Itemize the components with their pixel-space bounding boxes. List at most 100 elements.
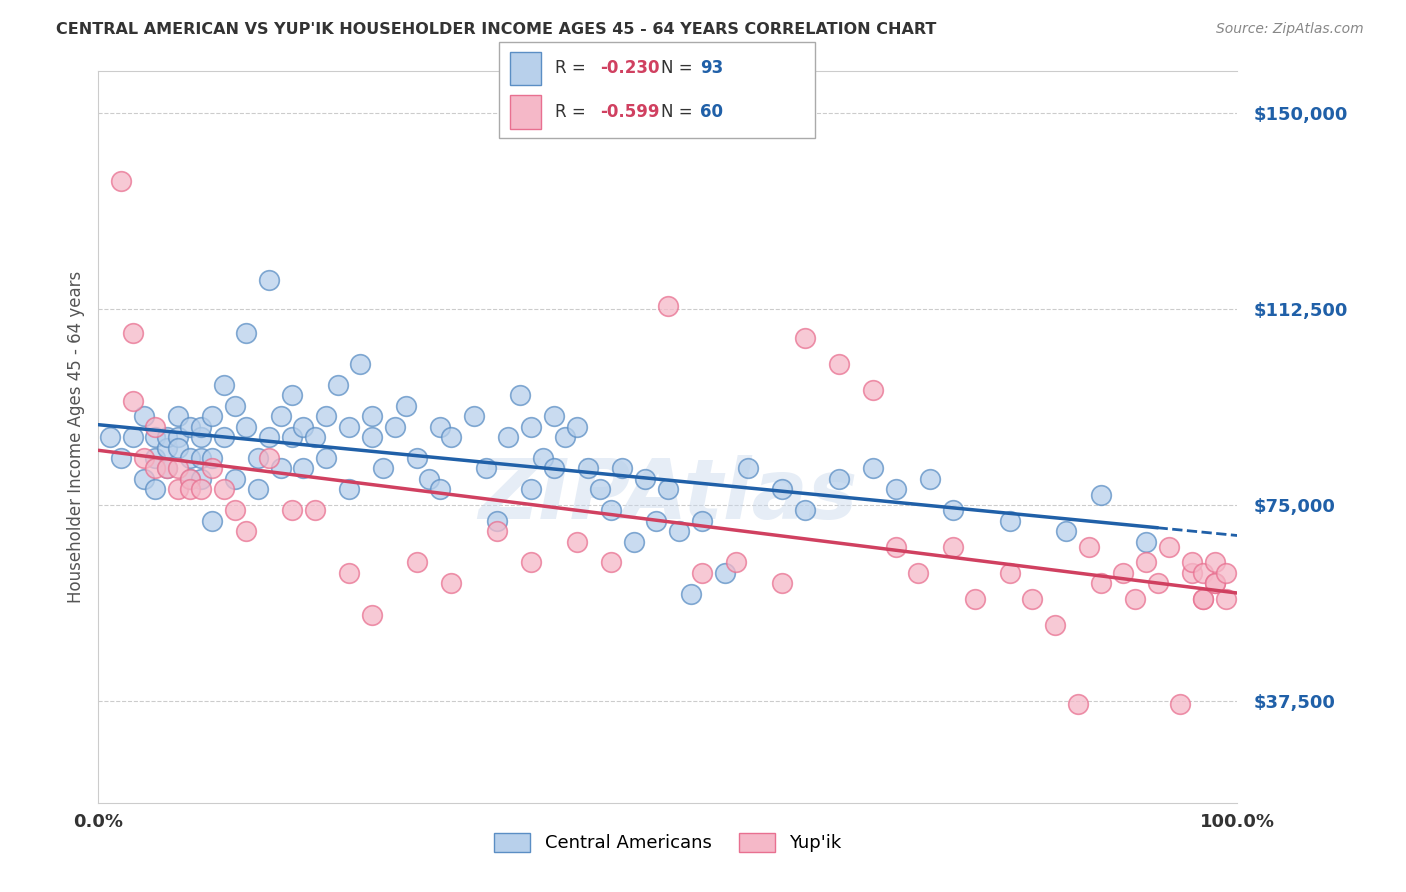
Point bbox=[360, 430, 382, 444]
Point bbox=[270, 461, 292, 475]
Point bbox=[690, 566, 713, 580]
Point bbox=[337, 419, 360, 434]
Point bbox=[690, 514, 713, 528]
Point bbox=[246, 483, 269, 497]
Text: 60: 60 bbox=[700, 103, 723, 120]
Point bbox=[212, 377, 235, 392]
Text: ZIPAtlas: ZIPAtlas bbox=[478, 455, 858, 536]
Point bbox=[520, 556, 543, 570]
Point bbox=[190, 450, 212, 465]
Point bbox=[281, 503, 304, 517]
Point bbox=[612, 461, 634, 475]
Point bbox=[531, 450, 554, 465]
Point bbox=[440, 430, 463, 444]
Point bbox=[371, 461, 394, 475]
Point bbox=[907, 566, 929, 580]
Point bbox=[828, 357, 851, 371]
Point bbox=[246, 450, 269, 465]
Point bbox=[1090, 576, 1112, 591]
Point bbox=[337, 483, 360, 497]
Point bbox=[145, 419, 167, 434]
Point bbox=[406, 556, 429, 570]
Point bbox=[281, 430, 304, 444]
Point bbox=[304, 430, 326, 444]
Point bbox=[281, 388, 304, 402]
Point bbox=[224, 399, 246, 413]
Point bbox=[156, 441, 179, 455]
Point bbox=[770, 483, 793, 497]
Text: 93: 93 bbox=[700, 60, 724, 78]
Point bbox=[657, 483, 679, 497]
Point bbox=[270, 409, 292, 424]
Point bbox=[1181, 556, 1204, 570]
Point bbox=[315, 450, 337, 465]
Point bbox=[304, 503, 326, 517]
Text: Source: ZipAtlas.com: Source: ZipAtlas.com bbox=[1216, 22, 1364, 37]
Point bbox=[292, 419, 315, 434]
Point bbox=[998, 566, 1021, 580]
Point bbox=[770, 576, 793, 591]
Point bbox=[145, 483, 167, 497]
Text: R =: R = bbox=[555, 103, 592, 120]
Point bbox=[167, 483, 190, 497]
Point bbox=[259, 430, 281, 444]
Point bbox=[326, 377, 349, 392]
Point bbox=[862, 461, 884, 475]
Point bbox=[418, 472, 440, 486]
Point bbox=[998, 514, 1021, 528]
Point bbox=[565, 534, 588, 549]
Point bbox=[201, 514, 224, 528]
Point bbox=[121, 430, 143, 444]
Point bbox=[576, 461, 599, 475]
Point bbox=[132, 450, 155, 465]
Point bbox=[337, 566, 360, 580]
Point bbox=[406, 450, 429, 465]
Point bbox=[645, 514, 668, 528]
Point bbox=[167, 441, 190, 455]
Point bbox=[98, 430, 121, 444]
Point bbox=[942, 540, 965, 554]
Point bbox=[543, 461, 565, 475]
Point bbox=[600, 556, 623, 570]
Point bbox=[565, 419, 588, 434]
Point bbox=[1067, 697, 1090, 711]
Point bbox=[1135, 534, 1157, 549]
Point bbox=[110, 450, 132, 465]
Point bbox=[737, 461, 759, 475]
Point bbox=[1043, 618, 1066, 632]
Point bbox=[1146, 576, 1168, 591]
Point bbox=[623, 534, 645, 549]
Point bbox=[235, 326, 257, 340]
Point bbox=[212, 483, 235, 497]
Text: -0.230: -0.230 bbox=[600, 60, 659, 78]
Point bbox=[1215, 566, 1237, 580]
Point bbox=[110, 174, 132, 188]
Point bbox=[179, 472, 201, 486]
Point bbox=[520, 483, 543, 497]
Point bbox=[145, 461, 167, 475]
Point bbox=[349, 357, 371, 371]
Point bbox=[156, 461, 179, 475]
Point bbox=[520, 419, 543, 434]
Point bbox=[657, 300, 679, 314]
Point bbox=[121, 326, 143, 340]
Point bbox=[201, 409, 224, 424]
Point bbox=[224, 503, 246, 517]
Point bbox=[190, 430, 212, 444]
Point bbox=[201, 450, 224, 465]
Point bbox=[634, 472, 657, 486]
Point bbox=[498, 430, 520, 444]
Point bbox=[884, 483, 907, 497]
Point bbox=[384, 419, 406, 434]
Text: CENTRAL AMERICAN VS YUP'IK HOUSEHOLDER INCOME AGES 45 - 64 YEARS CORRELATION CHA: CENTRAL AMERICAN VS YUP'IK HOUSEHOLDER I… bbox=[56, 22, 936, 37]
Point bbox=[1204, 556, 1226, 570]
Point bbox=[1204, 576, 1226, 591]
Point bbox=[179, 472, 201, 486]
Point bbox=[440, 576, 463, 591]
Point bbox=[725, 556, 748, 570]
Point bbox=[235, 524, 257, 538]
Point bbox=[429, 483, 451, 497]
Point bbox=[793, 503, 815, 517]
Point bbox=[1192, 592, 1215, 607]
Point bbox=[315, 409, 337, 424]
